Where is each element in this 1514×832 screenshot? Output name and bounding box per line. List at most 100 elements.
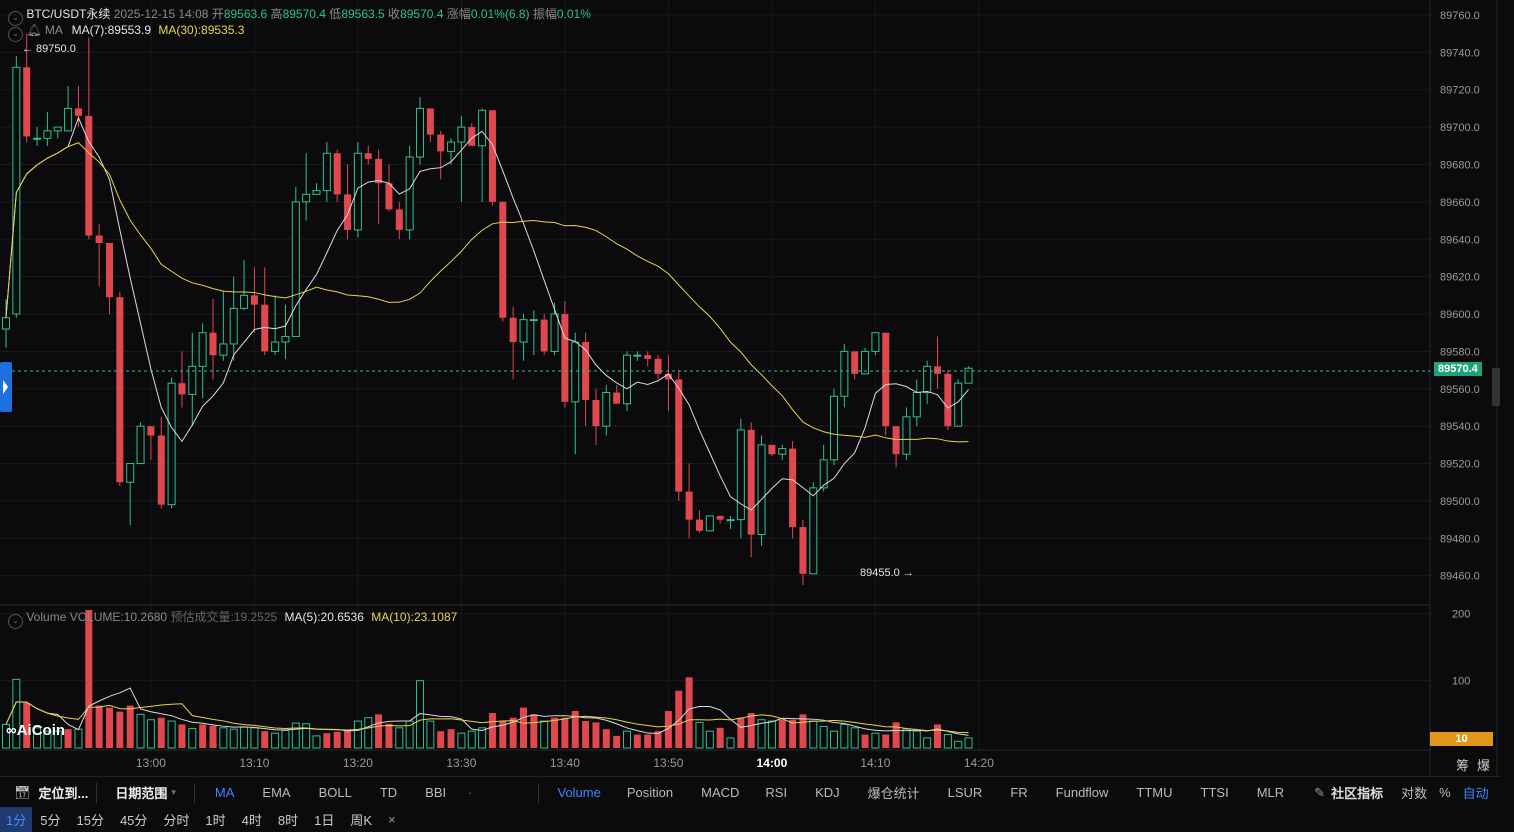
sub-indicator-kdj[interactable]: KDJ bbox=[815, 785, 840, 800]
ma7-value: MA(7):89553.9 bbox=[71, 23, 151, 37]
sub-indicator-fundflow[interactable]: Fundflow bbox=[1055, 785, 1109, 800]
price-tick-label: 89580.0 bbox=[1440, 346, 1480, 358]
volume-bar-up bbox=[809, 720, 818, 749]
candle-body-up bbox=[954, 382, 963, 427]
date-range-button[interactable]: 日期范围 bbox=[115, 786, 168, 801]
sub-indicator-rsi[interactable]: RSI bbox=[765, 785, 788, 800]
timeframe-timeshare[interactable]: 分时 bbox=[163, 813, 190, 828]
indicator-ma[interactable]: MA bbox=[214, 785, 235, 800]
volume-bar-up bbox=[623, 730, 631, 749]
sub-indicator-macd[interactable]: MACD bbox=[701, 785, 740, 800]
candle-body-down bbox=[799, 527, 807, 574]
sub-indicator-position[interactable]: Position bbox=[626, 785, 674, 800]
scroll-handle[interactable] bbox=[1492, 368, 1500, 406]
indicator-boll[interactable]: BOLL bbox=[318, 785, 352, 800]
volume-bar-down bbox=[64, 729, 72, 748]
candle-body-up bbox=[923, 365, 932, 394]
volume-bar-up bbox=[840, 723, 849, 749]
time-tick-label: 14:10 bbox=[860, 756, 890, 770]
bell-icon[interactable]: 🔔︎ bbox=[26, 23, 42, 37]
volume-bar-down bbox=[385, 723, 393, 748]
sub-indicator-fr[interactable]: FR bbox=[1010, 785, 1028, 800]
candle-body-up bbox=[529, 319, 538, 322]
volume-bar-down bbox=[685, 677, 693, 748]
volume-bar-up bbox=[312, 735, 321, 749]
percent-scale-button[interactable]: % bbox=[1439, 785, 1451, 800]
candle-body-up bbox=[912, 392, 921, 418]
ma-legend[interactable]: ⌄ 🔔︎ MA MA(7):89553.9 MA(30):89535.3 bbox=[8, 23, 244, 42]
volume-bar-down bbox=[716, 727, 724, 748]
volume-bar-up bbox=[943, 734, 952, 749]
volume-bar-down bbox=[799, 714, 807, 748]
chevron-down-icon[interactable]: ▾ bbox=[171, 787, 176, 797]
volume-bar-down bbox=[85, 610, 93, 748]
time-tick-label: 13:50 bbox=[653, 756, 683, 770]
volume-bar-down bbox=[344, 729, 352, 748]
collapse-icon[interactable]: ⌄ bbox=[8, 27, 23, 42]
community-indicators-button[interactable]: 社区指标 bbox=[1331, 786, 1384, 801]
indicator-bbi[interactable]: BBI bbox=[425, 785, 447, 800]
sub-indicator-mlr[interactable]: MLR bbox=[1256, 785, 1285, 800]
sub-indicator-volume[interactable]: Volume bbox=[557, 785, 601, 800]
candle-body-up bbox=[478, 109, 487, 147]
time-tick-label: 13:00 bbox=[136, 756, 166, 770]
price-tick-label: 89640.0 bbox=[1440, 234, 1480, 246]
indicator-ema[interactable]: EMA bbox=[262, 785, 291, 800]
more-icon[interactable]: · bbox=[468, 785, 473, 800]
price-tick-label: 89540.0 bbox=[1440, 421, 1480, 433]
timeframe-1h[interactable]: 1时 bbox=[205, 813, 226, 828]
calendar-icon[interactable]: 📅︎ bbox=[14, 784, 31, 800]
candle-body-down bbox=[250, 295, 258, 305]
collapse-icon[interactable]: ⌄ bbox=[8, 614, 23, 629]
sub-indicator-ttsi[interactable]: TTSI bbox=[1200, 785, 1229, 800]
volume-bar-up bbox=[954, 740, 963, 749]
timeframe-1w[interactable]: 周K bbox=[350, 813, 373, 828]
candle-body-down bbox=[747, 429, 755, 535]
auto-scale-button[interactable]: 自动 bbox=[1462, 786, 1489, 801]
sub-indicator-ttmu[interactable]: TTMU bbox=[1136, 785, 1173, 800]
price-tick-label: 89460.0 bbox=[1440, 571, 1480, 583]
volume-bar-down bbox=[499, 721, 507, 748]
indicator-td[interactable]: TD bbox=[379, 785, 398, 800]
candle-body-up bbox=[12, 66, 21, 315]
sub-indicator-liquidation[interactable]: 爆仓统计 bbox=[867, 786, 920, 801]
log-scale-button[interactable]: 对数 bbox=[1401, 786, 1428, 801]
timeframe-15m[interactable]: 15分 bbox=[76, 813, 104, 828]
volume-bar-down bbox=[333, 731, 341, 748]
candle-body-down bbox=[261, 304, 269, 352]
candle-body-down bbox=[74, 108, 82, 116]
high-value: 89570.4 bbox=[282, 7, 326, 21]
price-tick-label: 89520.0 bbox=[1440, 459, 1480, 471]
volume-bar-down bbox=[209, 725, 217, 748]
candle-body-down bbox=[106, 242, 113, 298]
timeframe-1d[interactable]: 1日 bbox=[314, 813, 335, 828]
liquidation-button[interactable]: 爆 bbox=[1477, 758, 1491, 773]
candle-body-up bbox=[778, 448, 787, 455]
chip-button[interactable]: 筹 bbox=[1456, 758, 1470, 773]
volume-bar-up bbox=[426, 720, 435, 749]
volume-bar-down bbox=[778, 719, 786, 748]
timeframe-8h[interactable]: 8时 bbox=[277, 813, 299, 828]
locate-button[interactable]: 定位到... bbox=[38, 786, 89, 801]
ma30-value: MA(30):89535.3 bbox=[158, 23, 245, 37]
candle-body-down bbox=[851, 351, 859, 374]
volume-legend[interactable]: ⌄ Volume VOLUME:10.2680 预估成交量:19.2525 MA… bbox=[8, 608, 457, 629]
price-tick-label: 89500.0 bbox=[1440, 496, 1480, 508]
timeframe-1m[interactable]: 1分 bbox=[0, 807, 33, 832]
timeframe-5m[interactable]: 5分 bbox=[40, 813, 61, 828]
timeframe-4h[interactable]: 4时 bbox=[241, 813, 262, 828]
close-value: 89570.4 bbox=[400, 7, 444, 21]
candle-body-down bbox=[685, 491, 693, 520]
timeframe-45m[interactable]: 45分 bbox=[119, 813, 148, 828]
low-annotation: 89455.0 → bbox=[860, 567, 914, 579]
candle-body-down bbox=[882, 332, 890, 427]
close-icon[interactable]: × bbox=[388, 812, 396, 827]
candle-body-down bbox=[95, 235, 103, 243]
candle-body-up bbox=[519, 319, 528, 343]
edit-icon[interactable]: ✎ bbox=[1314, 784, 1326, 800]
volume-bar-down bbox=[613, 735, 621, 748]
sub-indicator-lsur[interactable]: LSUR bbox=[947, 785, 983, 800]
volume-bar-up bbox=[819, 725, 828, 749]
candle-body-up bbox=[2, 317, 10, 330]
